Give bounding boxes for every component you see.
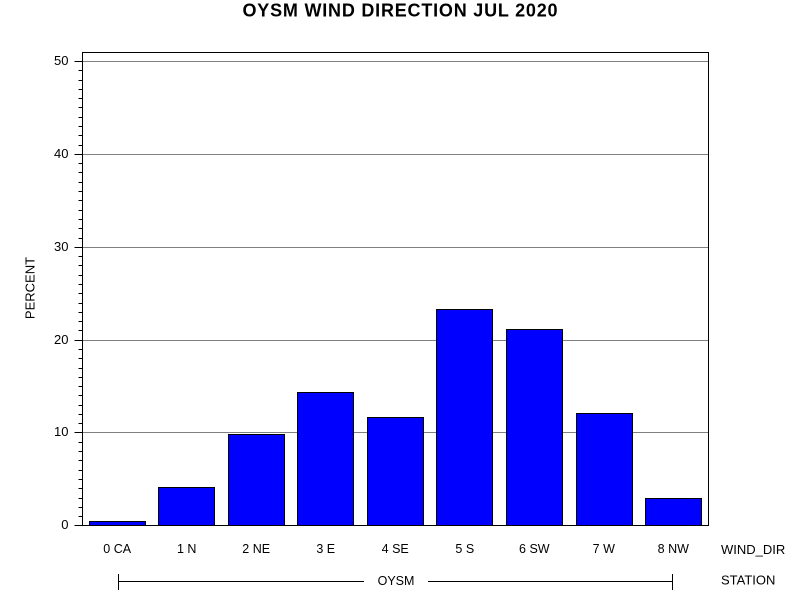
svg-text:OYSM WIND DIRECTION JUL 2020: OYSM WIND DIRECTION JUL 2020 [243,1,558,21]
svg-text:6 SW: 6 SW [519,542,550,556]
svg-text:7 W: 7 W [593,542,615,556]
svg-text:1 N: 1 N [177,542,196,556]
svg-text:40: 40 [54,146,68,161]
svg-text:2 NE: 2 NE [242,542,270,556]
svg-text:4 SE: 4 SE [382,542,409,556]
svg-text:3 E: 3 E [316,542,335,556]
svg-text:0 CA: 0 CA [103,542,131,556]
svg-text:10: 10 [54,424,68,439]
svg-text:20: 20 [54,332,68,347]
svg-text:5 S: 5 S [455,542,474,556]
svg-text:30: 30 [54,239,68,254]
svg-text:8 NW: 8 NW [658,542,689,556]
svg-text:STATION: STATION [721,573,775,588]
svg-text:0: 0 [61,517,68,532]
svg-text:PERCENT: PERCENT [23,257,38,319]
svg-text:OYSM: OYSM [378,574,415,588]
svg-text:50: 50 [54,53,68,68]
svg-text:WIND_DIR: WIND_DIR [721,542,785,557]
